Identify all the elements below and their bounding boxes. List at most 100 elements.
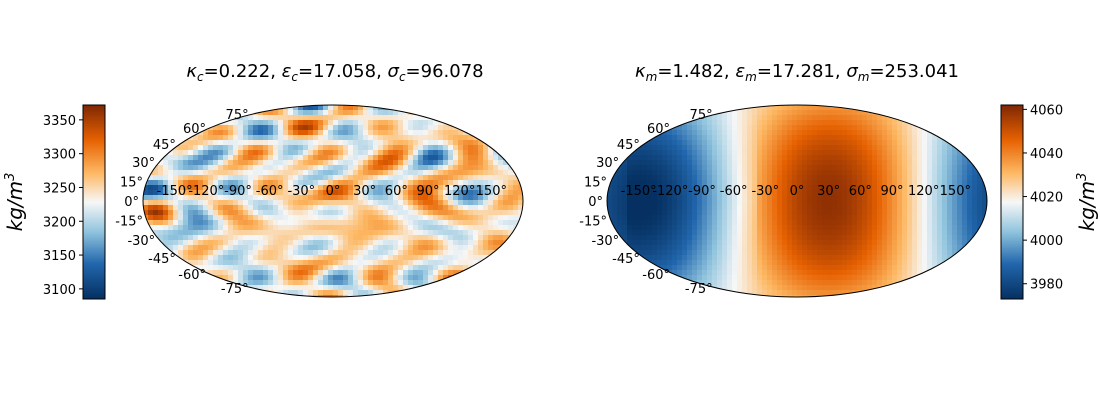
map-cell: [378, 155, 384, 161]
map-cell: [867, 155, 873, 161]
map-cell: [208, 265, 214, 271]
map-cell: [198, 170, 204, 176]
map-cell: [712, 275, 718, 281]
map-cell: [732, 145, 738, 151]
map-cell: [897, 255, 903, 261]
map-cell: [862, 110, 868, 116]
map-cell: [777, 295, 783, 297]
map-cell: [403, 170, 409, 176]
map-cell: [233, 180, 239, 186]
map-cell: [777, 150, 783, 156]
map-cell: [782, 250, 788, 256]
map-cell: [443, 215, 449, 221]
map-cell: [288, 270, 294, 276]
map-cell: [817, 205, 823, 211]
map-cell: [488, 155, 494, 161]
map-cell: [922, 150, 928, 156]
map-cell: [792, 215, 798, 221]
map-cell: [313, 115, 319, 121]
map-cell: [343, 170, 349, 176]
map-cell: [268, 255, 274, 261]
map-cell: [323, 105, 329, 111]
map-cell: [812, 295, 818, 297]
map-cell: [468, 170, 474, 176]
map-cell: [313, 180, 319, 186]
map-cell: [333, 240, 339, 246]
map-cell: [917, 260, 923, 266]
map-cell: [413, 180, 419, 186]
right-title: κm=1.482, εm=17.281, σm=253.041: [635, 61, 959, 84]
map-cell: [408, 155, 414, 161]
map-cell: [408, 120, 414, 126]
map-cell: [837, 195, 843, 201]
map-cell: [313, 195, 319, 201]
map-cell: [418, 165, 424, 171]
map-cell: [423, 205, 429, 211]
map-cell: [727, 185, 733, 191]
map-cell: [473, 225, 479, 231]
map-cell: [652, 195, 658, 201]
map-cell: [518, 205, 523, 211]
map-cell: [163, 190, 169, 196]
map-cell: [313, 220, 319, 226]
map-cell: [413, 120, 419, 126]
map-cell: [383, 165, 389, 171]
map-cell: [453, 250, 459, 256]
map-cell: [747, 230, 753, 236]
longitude-tick-label: 90°: [416, 184, 439, 199]
map-cell: [198, 145, 204, 151]
map-cell: [343, 180, 349, 186]
map-cell: [802, 130, 808, 136]
map-cell: [642, 180, 648, 186]
map-cell: [403, 220, 409, 226]
map-cell: [498, 190, 504, 196]
map-cell: [687, 130, 693, 136]
map-cell: [862, 205, 868, 211]
map-cell: [403, 140, 409, 146]
map-cell: [303, 195, 309, 201]
map-cell: [383, 280, 389, 286]
map-cell: [423, 160, 429, 166]
map-cell: [707, 190, 713, 196]
map-cell: [732, 205, 738, 211]
map-cell: [672, 265, 678, 271]
map-cell: [463, 235, 469, 241]
map-cell: [188, 255, 194, 261]
map-cell: [238, 260, 244, 266]
map-cell: [453, 165, 459, 171]
map-cell: [498, 215, 504, 221]
map-cell: [268, 200, 274, 206]
map-cell: [812, 105, 818, 111]
map-cell: [403, 260, 409, 266]
map-cell: [398, 260, 404, 266]
map-cell: [253, 200, 259, 206]
map-cell: [258, 110, 264, 116]
map-cell: [488, 150, 494, 156]
map-cell: [847, 210, 853, 216]
map-cell: [173, 235, 179, 241]
map-cell: [832, 280, 838, 286]
map-cell: [498, 170, 504, 176]
map-cell: [807, 160, 813, 166]
map-cell: [258, 195, 264, 201]
map-cell: [183, 185, 189, 191]
map-cell: [408, 245, 414, 251]
map-cell: [243, 205, 249, 211]
map-cell: [303, 190, 309, 196]
map-cell: [413, 150, 419, 156]
map-cell: [243, 260, 249, 266]
map-cell: [388, 270, 394, 276]
map-cell: [707, 150, 713, 156]
map-cell: [917, 255, 923, 261]
map-cell: [732, 175, 738, 181]
map-cell: [438, 170, 444, 176]
map-cell: [912, 135, 918, 141]
map-cell: [762, 145, 768, 151]
map-cell: [712, 230, 718, 236]
map-cell: [288, 260, 294, 266]
map-cell: [258, 275, 264, 281]
map-cell: [478, 220, 484, 226]
map-cell: [493, 180, 499, 186]
longitude-tick-label: -30°: [287, 184, 315, 199]
map-cell: [518, 195, 523, 201]
